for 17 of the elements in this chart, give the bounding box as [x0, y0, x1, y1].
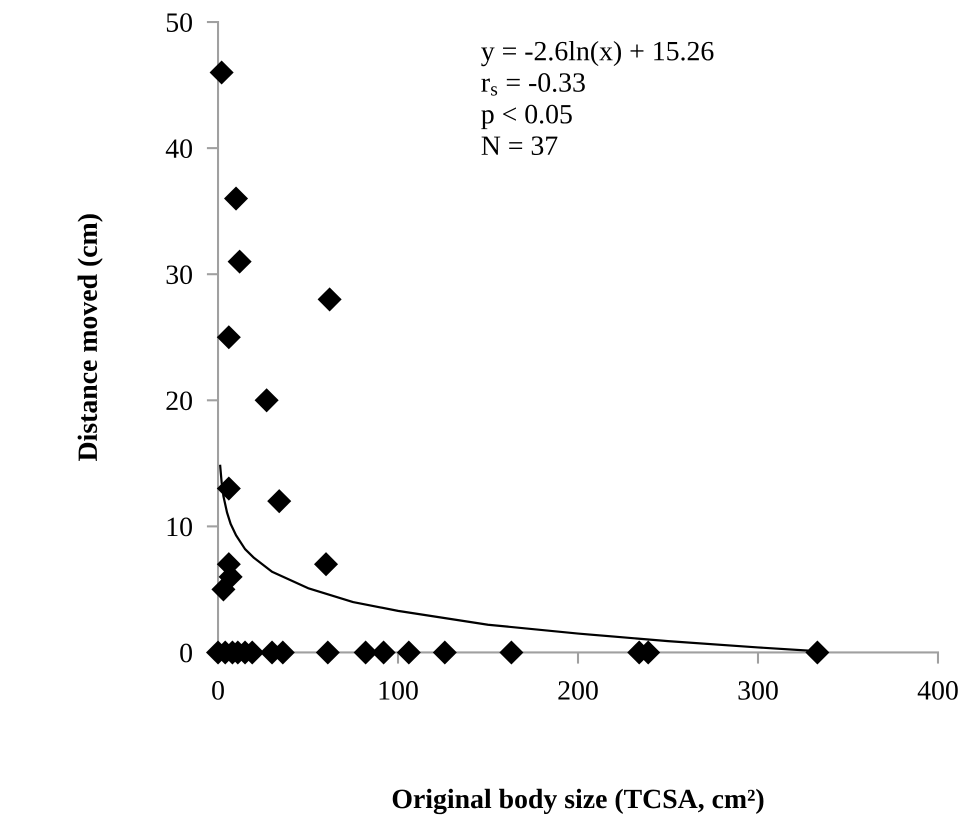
y-axis-title: Distance moved (cm): [78, 214, 103, 461]
annotation: r$_{s}$ = -0.33: [481, 73, 585, 96]
x-tick-label: 0: [212, 681, 224, 700]
x-axis-title: Original body size (TCSA, cm²): [392, 788, 764, 814]
annotation: N = 37: [482, 136, 558, 156]
x-tick-label: 100: [380, 681, 418, 700]
y-tick-label: 20: [166, 391, 192, 410]
y-tick-label: 10: [168, 518, 192, 536]
y-tick-label: 50: [166, 13, 192, 32]
x-tick-label: 300: [738, 681, 778, 700]
y-tick-label: 30: [166, 265, 192, 284]
annotation: y = -2.6ln(x) + 15.26: [481, 40, 714, 66]
y-tick-label: 0: [180, 644, 192, 662]
x-tick-label: 200: [558, 681, 598, 700]
x-tick-label: 400: [918, 681, 958, 700]
annotation: p < 0.05: [481, 104, 572, 130]
y-tick-label: 40: [166, 139, 192, 158]
